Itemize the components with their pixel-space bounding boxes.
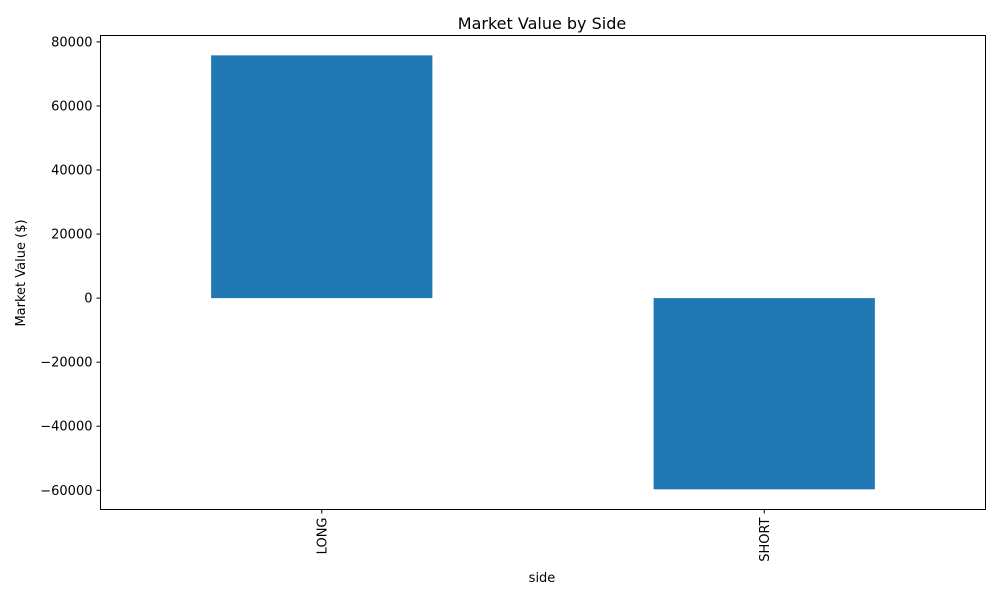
x-tick-label-long: LONG [315,518,330,555]
y-tick-label: 80000 [51,35,92,50]
bars-layer [211,55,875,490]
y-tick-label: −60000 [40,484,92,499]
bar-short [653,298,875,490]
y-axis: −60000 −40000 −20000 0 20000 40000 60000 80000 [40,35,101,499]
y-tick-label: 20000 [51,228,92,243]
y-axis-label: Market Value ($) [14,219,29,326]
y-tick-label: 0 [84,292,92,307]
bar-long [211,55,433,299]
x-axis-label: side [529,571,556,586]
y-tick-label: 40000 [51,164,92,179]
y-tick-label: −40000 [40,420,92,435]
y-tick-label: 60000 [51,99,92,114]
chart-title: Market Value by Side [458,14,626,33]
x-axis: LONG SHORT [315,509,773,562]
y-tick-label: −20000 [40,356,92,371]
plot-frame [100,35,986,510]
x-tick-label-short: SHORT [758,517,773,561]
